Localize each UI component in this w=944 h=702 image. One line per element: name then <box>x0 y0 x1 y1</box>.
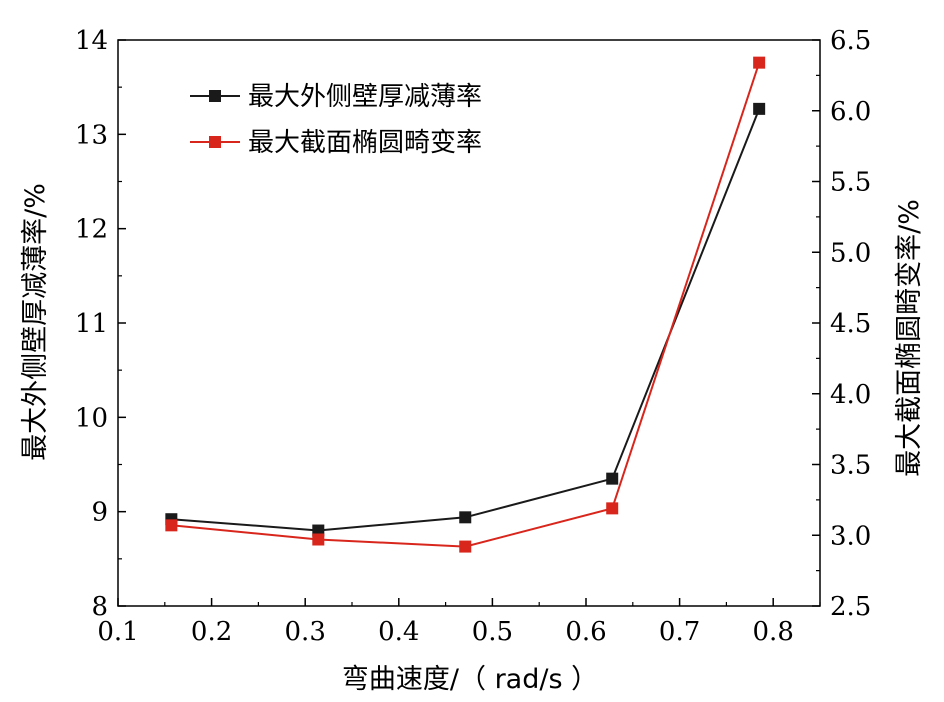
left-y-tick-label: 11 <box>75 309 108 339</box>
right-y-axis: 2.5 3.0 3.5 4.0 4.5 5.0 5.5 6.0 6.5 <box>812 26 871 622</box>
right-y-tick-label: 4.0 <box>830 380 871 410</box>
left-y-tick-label: 14 <box>75 26 108 56</box>
right-y-tick-label: 2.5 <box>830 592 871 622</box>
left-y-tick-label: 10 <box>75 403 108 433</box>
left-y-tick-label: 12 <box>75 215 108 245</box>
legend: 最大外侧壁厚减薄率 最大截面椭圆畸变率 <box>190 82 482 158</box>
legend-label-thinning: 最大外侧壁厚减薄率 <box>248 82 482 112</box>
left-y-tick-label: 9 <box>91 498 108 528</box>
left-y-tick-label: 8 <box>91 592 108 622</box>
legend-label-ovality: 最大截面椭圆畸变率 <box>248 128 482 158</box>
right-y-tick-label: 4.5 <box>830 309 871 339</box>
right-y-tick-label: 6.5 <box>830 26 871 56</box>
right-y-tick-label: 3.0 <box>830 521 871 551</box>
legend-marker-1 <box>209 136 221 148</box>
right-y-tick-label: 5.0 <box>830 238 871 268</box>
series-1-marker <box>606 502 619 515</box>
series-0-marker <box>459 511 472 524</box>
series-0-marker <box>606 472 619 485</box>
series-layer <box>165 56 766 553</box>
legend-marker-0 <box>209 90 221 102</box>
right-y-tick-label: 5.5 <box>830 168 871 198</box>
x-tick-label: 0.1 <box>97 617 138 647</box>
left-y-axis-title: 最大外侧壁厚减薄率/% <box>20 183 51 461</box>
x-tick-label: 0.2 <box>191 617 232 647</box>
left-y-tick-label: 13 <box>75 120 108 150</box>
x-axis: 0.1 0.2 0.3 0.4 0.5 0.6 0.7 0.8 <box>97 598 821 647</box>
series-1-marker <box>165 519 178 532</box>
x-axis-title: 弯曲速度/（ rad/s ） <box>342 664 598 695</box>
right-y-axis-title: 最大截面椭圆畸变率/% <box>894 199 925 477</box>
x-tick-label: 0.3 <box>285 617 326 647</box>
x-tick-label: 0.8 <box>753 617 794 647</box>
series-1-marker <box>459 540 472 553</box>
series-1-marker <box>312 533 325 546</box>
right-y-tick-label: 3.5 <box>830 451 871 481</box>
x-tick-label: 0.4 <box>378 617 419 647</box>
x-tick-label: 0.7 <box>659 617 700 647</box>
x-tick-label: 0.5 <box>472 617 513 647</box>
series-1-marker <box>753 56 766 69</box>
series-line-0 <box>171 108 761 532</box>
right-y-tick-label: 6.0 <box>830 97 871 127</box>
series-0-marker <box>753 102 766 115</box>
left-y-axis: 8 9 10 11 12 13 14 <box>75 26 126 622</box>
x-tick-label: 0.6 <box>565 617 606 647</box>
